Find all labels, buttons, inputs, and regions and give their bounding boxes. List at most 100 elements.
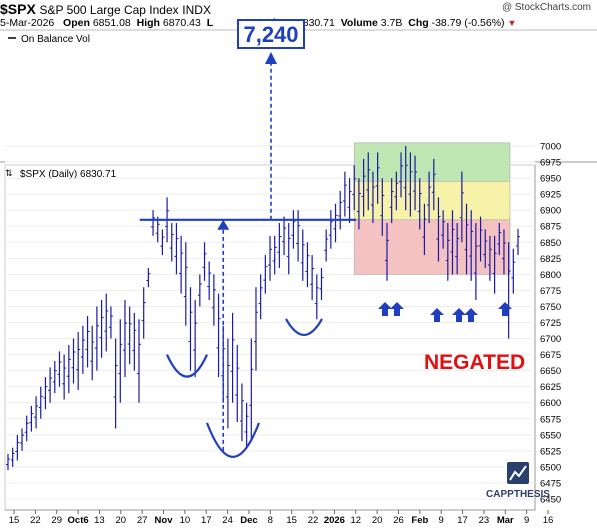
price-bar	[151, 210, 156, 236]
price-bar	[300, 229, 305, 281]
price-bar	[263, 255, 268, 294]
high-value: 6870.43	[162, 17, 201, 29]
price-bar	[127, 306, 132, 365]
x-tick-label: 8	[268, 515, 273, 526]
annotations	[139, 52, 512, 458]
price-bar	[71, 338, 76, 384]
price-bar	[492, 235, 497, 294]
logo-text: CAPPTHESIS	[486, 489, 550, 500]
y-tick-label: 6900	[540, 206, 561, 217]
y-tick-label: 6975	[540, 158, 561, 169]
x-tick-label: 23	[479, 515, 490, 526]
price-bar	[389, 178, 394, 224]
price-bar	[487, 235, 492, 281]
x-tick-label: 24	[222, 515, 233, 526]
support-arrow	[452, 308, 466, 322]
symbol: $SPX	[0, 1, 36, 17]
support-arrow	[378, 302, 392, 316]
y-tick-label: 6800	[540, 270, 561, 281]
price-bar	[85, 316, 90, 368]
open-value: 6851.08	[92, 17, 131, 29]
price-bar	[66, 344, 71, 394]
stockcharts-watermark: @ StockCharts.com	[501, 2, 591, 13]
price-bar	[408, 152, 413, 217]
price-bar	[94, 306, 99, 371]
price-bar	[38, 386, 43, 419]
price-bar	[305, 242, 310, 288]
date: 5-Mar-2026	[0, 17, 55, 29]
price-bar	[174, 223, 179, 275]
price-bar	[347, 178, 352, 224]
volume-label: Volume	[340, 17, 378, 29]
price-bar	[253, 287, 258, 371]
x-tick-label: 9	[439, 515, 444, 526]
price-bar	[80, 325, 85, 374]
price-bar	[10, 447, 15, 467]
support-arrow	[390, 302, 404, 316]
x-tick-label: Dec	[240, 515, 257, 526]
price-bar	[104, 293, 109, 352]
x-tick-label: 12	[350, 515, 361, 526]
price-bar	[450, 210, 455, 275]
price-bar	[296, 210, 301, 262]
price-bar	[6, 454, 10, 471]
x-tick-label: 26	[393, 515, 404, 526]
volume-value: 3.7B	[380, 17, 403, 29]
price-bar	[328, 210, 333, 249]
y-tick-label: 6650	[540, 366, 561, 377]
obv-label: On Balance Vol	[21, 34, 90, 45]
price-bar	[118, 319, 123, 403]
price-bar	[445, 223, 450, 281]
y-tick-label: 6775	[540, 286, 561, 297]
price-bar	[160, 229, 165, 256]
x-tick-label: 22	[308, 515, 319, 526]
y-tick-label: 6575	[540, 414, 561, 425]
price-bar	[132, 312, 137, 371]
price-panel-label: $SPX (Daily) 6830.71	[20, 169, 117, 180]
target-box	[237, 19, 305, 49]
price-bar	[394, 171, 399, 211]
price-bar	[380, 178, 385, 236]
open-label: Open	[63, 17, 90, 29]
zone-green	[353, 142, 511, 182]
x-tick-label: 20	[116, 515, 127, 526]
symbol-name: S&P 500 Large Cap Index	[39, 3, 179, 17]
x-tick-label: 29	[51, 515, 62, 526]
price-bar	[268, 235, 273, 281]
price-bar	[62, 354, 67, 400]
right-shoulder-cup	[285, 318, 323, 336]
low-label: L	[206, 17, 214, 29]
price-bar	[43, 377, 48, 410]
zone-yellow	[353, 181, 511, 221]
price-bar	[57, 351, 62, 387]
price-bar	[417, 178, 422, 230]
price-bar	[244, 402, 249, 448]
price-bar	[225, 338, 230, 429]
y-tick-label: 6925	[540, 190, 561, 201]
chg-value: -38.79 (-0.56%)	[431, 17, 505, 29]
projection-arrow-head	[265, 52, 277, 64]
chg-label: Chg	[408, 17, 429, 29]
price-bar	[20, 428, 25, 451]
x-tick-label: 22	[30, 515, 41, 526]
support-arrow	[498, 302, 512, 316]
y-tick-label: 6700	[540, 334, 561, 345]
y-axis: 6450 6475 6500 6525 6550 6575 6600 6625 6650 6675…	[540, 142, 561, 506]
price-bar	[399, 152, 404, 198]
x-tick-label: 15	[286, 515, 297, 526]
head-cup	[205, 422, 261, 458]
price-bar	[431, 158, 436, 211]
price-bar	[216, 293, 221, 378]
exchange: INDX	[182, 3, 211, 17]
y-tick-label: 6450	[540, 495, 561, 506]
price-bar	[169, 223, 174, 262]
price-bar	[239, 383, 244, 442]
high-label: High	[136, 17, 160, 29]
price-bar	[193, 300, 198, 378]
price-bar	[183, 242, 188, 326]
y-tick-label: 6625	[540, 382, 561, 393]
up-arrow-head	[217, 219, 230, 230]
price-bar	[122, 300, 127, 378]
price-bar	[108, 306, 113, 339]
